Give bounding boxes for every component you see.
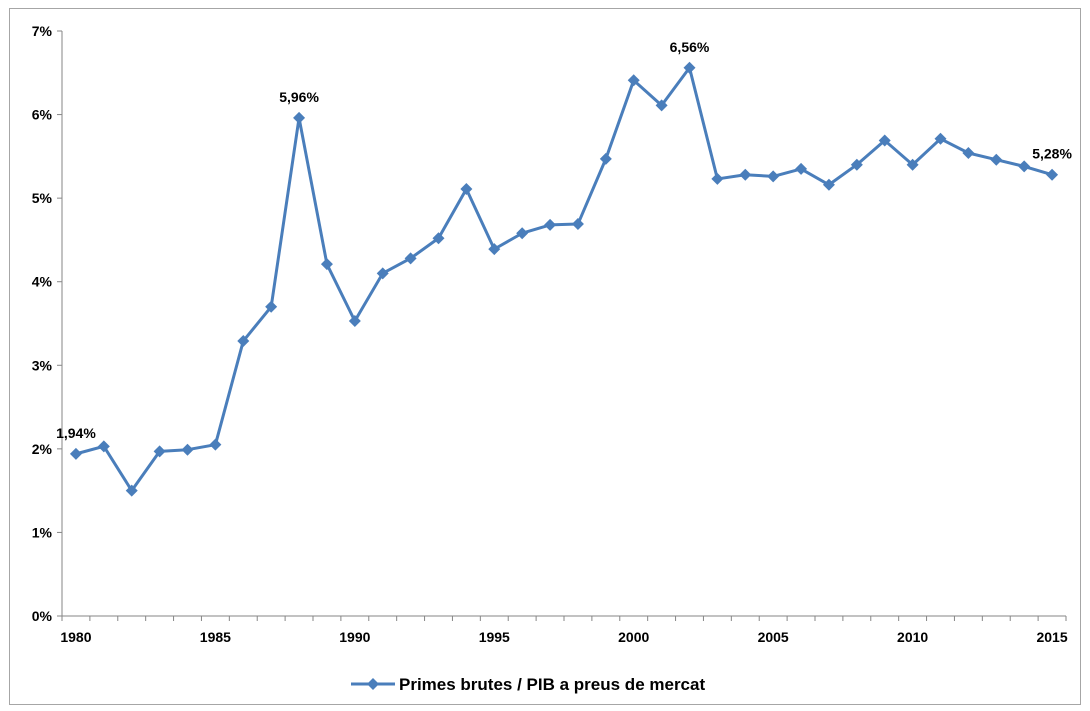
data-point xyxy=(739,168,752,181)
x-axis-ticks: 1980 1985 1990 1995 2000 2005 2010 2015 xyxy=(60,616,1068,645)
data-point xyxy=(516,227,529,240)
data-point xyxy=(209,438,222,451)
x-tick-label: 1995 xyxy=(479,629,510,645)
data-point xyxy=(934,132,947,145)
chart-frame: 0% 1% 2% 3% 4% 5% 6% 7% 1980 1985 1990 1995 2000 200… xyxy=(9,8,1081,705)
y-tick-label: 2% xyxy=(32,441,53,457)
data-point xyxy=(488,243,501,256)
x-tick-label: 2005 xyxy=(758,629,789,645)
data-point xyxy=(655,99,668,112)
y-tick-label: 6% xyxy=(32,107,53,123)
data-point xyxy=(125,484,138,497)
series-layer xyxy=(69,61,1059,497)
line-chart: 0% 1% 2% 3% 4% 5% 6% 7% 1980 1985 1990 1995 2000 200… xyxy=(32,23,1073,694)
data-point xyxy=(320,258,333,271)
data-point xyxy=(237,335,250,348)
data-point xyxy=(348,314,361,327)
data-point xyxy=(544,218,557,231)
x-tick-label: 1990 xyxy=(339,629,370,645)
data-point xyxy=(822,178,835,191)
data-point xyxy=(850,158,863,171)
data-point xyxy=(153,445,166,458)
x-tick-label: 2000 xyxy=(618,629,649,645)
data-label: 5,28% xyxy=(1032,146,1072,162)
data-point xyxy=(795,162,808,175)
legend-label: Primes brutes / PIB a preus de mercat xyxy=(399,675,705,694)
data-label: 6,56% xyxy=(670,39,710,55)
y-tick-label: 1% xyxy=(32,524,53,540)
data-point xyxy=(97,440,110,453)
data-point xyxy=(181,443,194,456)
data-point xyxy=(990,153,1003,166)
data-point xyxy=(1046,168,1059,181)
data-point xyxy=(962,147,975,160)
data-point xyxy=(711,172,724,185)
x-tick-label: 1985 xyxy=(200,629,231,645)
x-tick-label: 2010 xyxy=(897,629,928,645)
data-point xyxy=(767,170,780,183)
series-line xyxy=(75,66,1053,493)
data-point xyxy=(1018,160,1031,173)
data-point xyxy=(293,111,306,124)
data-point xyxy=(878,134,891,147)
data-point xyxy=(404,252,417,265)
x-tick-label: 1980 xyxy=(60,629,91,645)
data-point xyxy=(376,267,389,280)
data-labels: 1,94% 5,96% 6,56% 5,28% xyxy=(56,39,1072,441)
data-point xyxy=(265,300,278,313)
data-point xyxy=(571,218,584,231)
y-tick-label: 3% xyxy=(32,357,53,373)
data-point xyxy=(906,158,919,171)
data-label: 1,94% xyxy=(56,425,96,441)
data-point xyxy=(432,232,445,245)
y-tick-label: 0% xyxy=(32,608,53,624)
y-tick-label: 4% xyxy=(32,274,53,290)
data-point xyxy=(599,152,612,165)
data-point xyxy=(627,74,640,87)
y-tick-label: 7% xyxy=(32,23,53,39)
x-tick-label: 2015 xyxy=(1036,629,1067,645)
legend-marker-icon xyxy=(367,678,379,690)
legend: Primes brutes / PIB a preus de mercat xyxy=(351,675,705,694)
data-label: 5,96% xyxy=(279,89,319,105)
axes xyxy=(61,31,1066,617)
data-point xyxy=(69,447,82,460)
y-axis-ticks: 0% 1% 2% 3% 4% 5% 6% 7% xyxy=(32,23,62,624)
data-point xyxy=(460,182,473,195)
data-point xyxy=(683,61,696,74)
y-tick-label: 5% xyxy=(32,190,53,206)
